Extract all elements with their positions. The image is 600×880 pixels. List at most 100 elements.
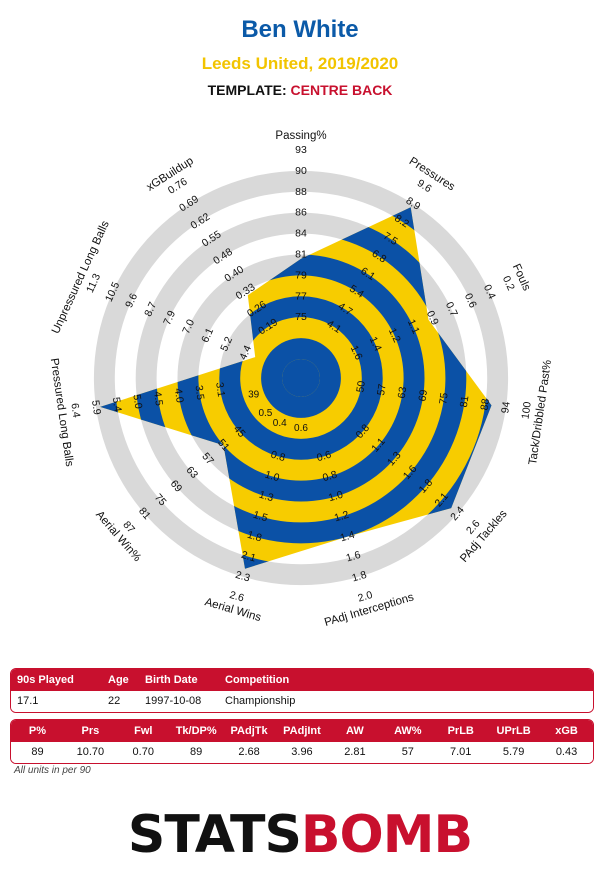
player-ring-band — [261, 338, 341, 418]
info-value-cell: Championship — [225, 695, 296, 707]
axis-tick-label: 0.6 — [315, 449, 333, 465]
stats-header-cell: P% — [28, 725, 47, 737]
stats-table: P% Prs Fwl Tk/DP% PAdjTk PAdjInt AW AW% PrLB UPrL… — [10, 719, 594, 764]
axis-tick-label: 2.6 — [228, 589, 246, 605]
center-tick-label: 0.4 — [273, 418, 287, 429]
stats-value-cell: 5.79 — [502, 746, 525, 758]
axis-tick-label: 1.6 — [345, 549, 363, 565]
player-area-rings — [100, 207, 492, 569]
axis-tick-label: 8.7 — [142, 300, 159, 318]
stats-value-cell: 0.70 — [132, 746, 154, 758]
info-header-cell: 90s Played — [17, 674, 74, 686]
axis-tick-label: 1.8 — [246, 529, 264, 545]
axis-tick-label: 6.1 — [199, 326, 216, 344]
stats-value-cell: 89 — [190, 746, 203, 758]
axis-tick-label: 9.6 — [123, 291, 140, 309]
axis-tick-label: 1.8 — [351, 569, 369, 585]
axis-tick-label: 1.6 — [348, 344, 365, 362]
axis-tick-label: 75 — [437, 392, 451, 405]
info-value-cell: 22 — [108, 695, 121, 707]
radar-chart: 757779818486889093Passing%4.14.75.46.16.… — [48, 130, 554, 629]
stats-header-cell: Fwl — [134, 725, 153, 737]
axis-tick-label: 77 — [295, 290, 307, 302]
stats-header-cell: AW — [346, 725, 364, 737]
axis-label: Pressures — [407, 155, 457, 193]
stats-header-cell: PAdjInt — [283, 725, 321, 737]
logo-stats-text: STATS — [127, 805, 302, 865]
axis-label: Aerial Win% — [93, 509, 143, 564]
stats-value-cell: 0.43 — [555, 746, 578, 758]
axis-tick-label: 0.2 — [500, 274, 517, 292]
stats-header-cell: Prs — [81, 725, 100, 737]
stats-header-cell: UPrLB — [496, 725, 531, 737]
axis-tick-label: 75 — [295, 311, 307, 323]
axis-tick-label: 86 — [295, 207, 307, 219]
stats-header-row: P% Prs Fwl Tk/DP% PAdjTk PAdjInt AW AW% PrLB UPrL… — [11, 720, 593, 742]
stats-value-row: 89 10.70 0.70 89 2.68 3.96 2.81 57 7.01 5.79 0.43 — [11, 742, 593, 763]
axis-tick-label: 3.1 — [213, 382, 227, 398]
stats-header-cell: PAdjTk — [230, 725, 268, 737]
axis-tick-label: 1.5 — [252, 509, 270, 525]
template-value: CENTRE BACK — [290, 82, 393, 98]
stats-value-cell: 89 — [31, 746, 44, 758]
axis-tick-label: 2.3 — [234, 569, 252, 585]
axis-tick-label: 57 — [375, 383, 389, 396]
axis-tick-label: 7.0 — [180, 317, 197, 335]
axis-tick-label: 50 — [354, 380, 368, 393]
logo-bomb-text: BOMB — [300, 805, 473, 865]
axis-tick-label: 1.0 — [263, 469, 281, 485]
axis-tick-label: 1.4 — [339, 529, 357, 545]
axis-tick-label: 0.8 — [321, 469, 339, 485]
info-value-cell: 1997-10-08 — [145, 695, 202, 707]
axis-tick-label: 2.1 — [240, 549, 258, 565]
axis-tick-label: 93 — [295, 144, 307, 156]
axis-tick-label: 63 — [396, 386, 410, 399]
template-label: TEMPLATE: — [207, 82, 287, 98]
center-tick-label: 0.6 — [294, 423, 308, 434]
info-value-cell: 17.1 — [17, 695, 39, 707]
axis-tick-label: 6.4 — [68, 402, 82, 418]
stats-value-cell: 7.01 — [450, 746, 472, 758]
axis-tick-label: 88 — [479, 398, 493, 411]
axis-label: Passing% — [275, 130, 326, 142]
axis-tick-label: 4.4 — [237, 343, 254, 361]
axis-tick-label: 0.6 — [462, 292, 479, 310]
axis-tick-label: 0.7 — [443, 300, 460, 318]
axis-tick-label: 5.0 — [130, 393, 144, 409]
axis-tick-label: 4.0 — [172, 387, 186, 403]
axis-tick-label: 1.0 — [327, 489, 345, 505]
center-tick-label: 0.5 — [258, 408, 272, 419]
axis-tick-label: 4.5 — [151, 390, 165, 406]
statsbomb-logo: STATSBOMB — [0, 805, 600, 865]
axis-tick-label: 1.4 — [367, 335, 384, 353]
page-title: Ben White — [241, 16, 359, 43]
center-tick-label: 39 — [248, 390, 260, 401]
axis-tick-label: 79 — [295, 269, 307, 281]
page-subtitle: Leeds United, 2019/2020 — [201, 54, 399, 73]
axis-tick-label: 94 — [499, 401, 513, 414]
stats-value-cell: 2.68 — [238, 746, 260, 758]
axis-tick-label: 1.2 — [386, 326, 403, 344]
axis-tick-label: 5.2 — [218, 335, 235, 353]
info-header-cell: Competition — [225, 674, 290, 686]
axis-tick-label: 2.0 — [357, 589, 375, 605]
info-header-row: 90s Played Age Birth Date Competition — [11, 669, 593, 691]
stats-value-cell: 3.96 — [291, 746, 313, 758]
center-disc — [282, 359, 320, 397]
axis-tick-label: 100 — [519, 401, 533, 420]
axis-tick-label: 5.4 — [110, 396, 124, 412]
axis-tick-label: 5.9 — [89, 399, 103, 415]
stats-value-cell: 10.70 — [76, 746, 105, 758]
axis-label: PAdj Tackles — [458, 508, 510, 565]
info-value-row: 17.1 22 1997-10-08 Championship — [11, 691, 593, 712]
axis-tick-label: 0.4 — [481, 283, 498, 301]
axis-tick-label: 1.3 — [258, 489, 276, 505]
axis-tick-label: 1.2 — [333, 509, 351, 525]
axis-tick-label: 1.1 — [405, 318, 422, 336]
axis-tick-label: 7.9 — [161, 309, 178, 327]
axis-tick-label: 0.8 — [269, 449, 287, 465]
axis-tick-label: 81 — [295, 249, 307, 261]
info-table: 90s Played Age Birth Date Competition 17.1 2… — [10, 668, 594, 713]
info-header-cell: Birth Date — [145, 674, 198, 686]
stats-header-cell: xGB — [555, 725, 578, 737]
